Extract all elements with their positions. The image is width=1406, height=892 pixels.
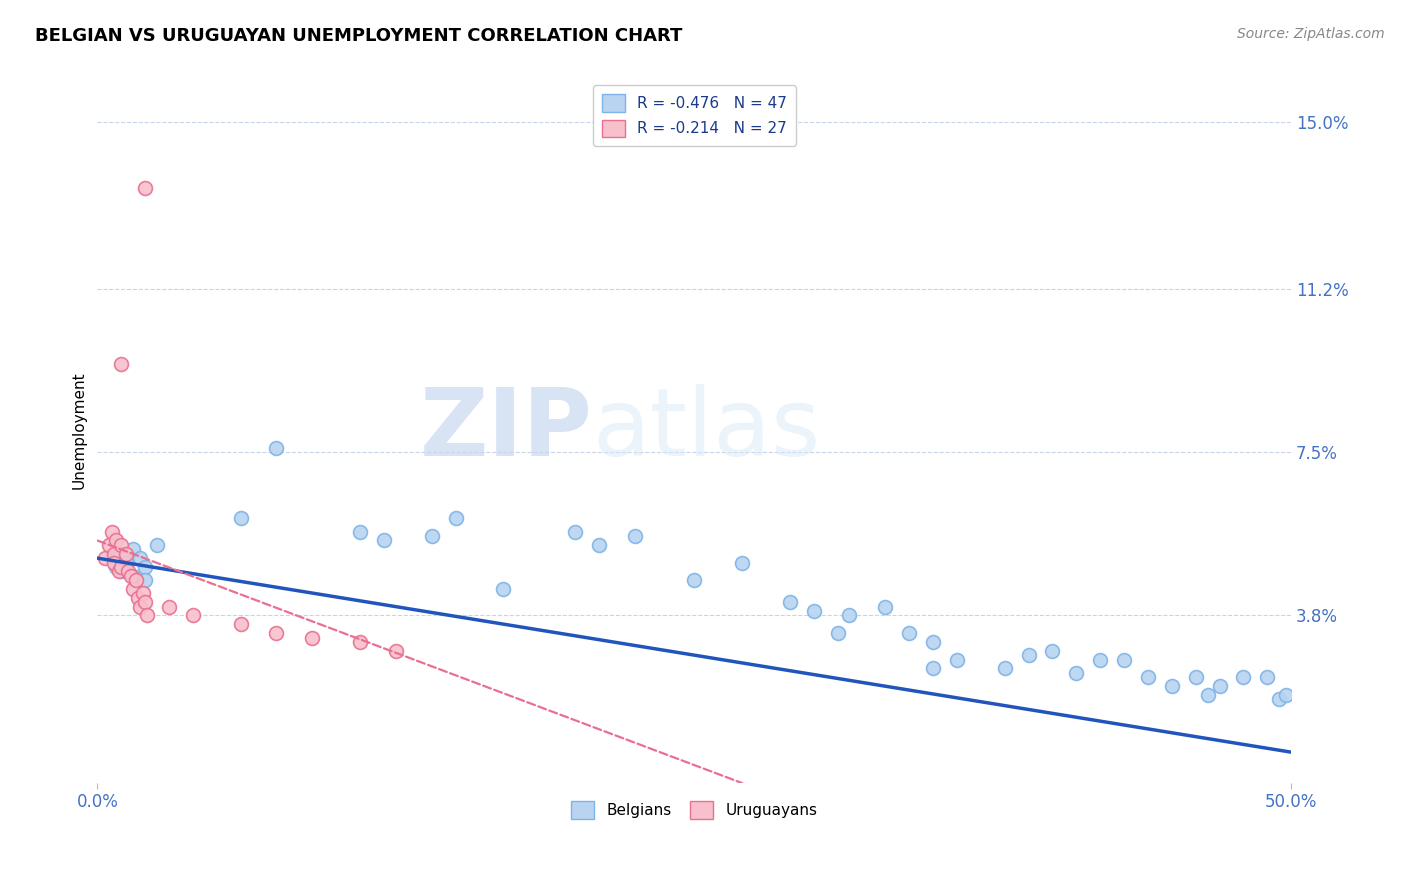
Point [803,604,825,618]
Point [110,538,132,552]
Point [922,661,945,675]
Point [420,529,443,543]
Point [827,626,849,640]
Point [385,644,408,658]
Point [105,560,128,574]
Point [134,573,156,587]
Point [1042,644,1064,658]
Point [779,595,801,609]
Point [146,538,169,552]
Point [110,357,132,371]
Point [129,551,152,566]
Point [124,573,146,587]
Point [564,524,586,539]
Point [1088,652,1111,666]
Point [301,631,323,645]
Point [349,524,371,539]
Point [100,524,122,539]
Point [110,565,132,579]
Point [157,599,180,614]
Point [229,617,252,632]
Point [108,565,131,579]
Point [492,582,515,596]
Point [115,547,138,561]
Point [349,635,371,649]
Point [127,591,149,605]
Text: atlas: atlas [593,384,821,476]
Point [98,538,121,552]
Point [875,599,897,614]
Point [115,556,138,570]
Point [122,568,145,582]
Point [1256,670,1278,684]
Point [1275,688,1298,702]
Point [110,560,132,574]
Point [1184,670,1206,684]
Point [373,533,395,548]
Point [266,441,288,455]
Legend: Belgians, Uruguayans: Belgians, Uruguayans [565,795,824,825]
Point [731,556,754,570]
Point [994,661,1017,675]
Point [588,538,610,552]
Point [120,568,142,582]
Point [266,626,288,640]
Point [103,547,125,561]
Point [1066,665,1088,680]
Point [1197,688,1219,702]
Point [838,608,860,623]
Point [1160,679,1182,693]
Point [122,582,145,596]
Point [229,511,252,525]
Point [898,626,921,640]
Point [1268,692,1291,706]
Point [110,547,132,561]
Point [134,180,156,194]
Point [181,608,204,623]
Point [1208,679,1230,693]
Point [122,542,145,557]
Y-axis label: Unemployment: Unemployment [72,371,86,489]
Point [922,635,945,649]
Point [444,511,467,525]
Point [134,560,156,574]
Point [117,565,139,579]
Point [1232,670,1254,684]
Point [105,551,128,566]
Text: Source: ZipAtlas.com: Source: ZipAtlas.com [1237,27,1385,41]
Text: ZIP: ZIP [420,384,593,476]
Point [1018,648,1040,662]
Point [946,652,969,666]
Point [105,533,128,548]
Point [1136,670,1159,684]
Point [1112,652,1135,666]
Point [132,586,155,600]
Text: BELGIAN VS URUGUAYAN UNEMPLOYMENT CORRELATION CHART: BELGIAN VS URUGUAYAN UNEMPLOYMENT CORREL… [35,27,682,45]
Point [136,608,159,623]
Point [623,529,645,543]
Point [103,556,125,570]
Point [683,573,706,587]
Point [93,551,115,566]
Point [129,599,152,614]
Point [134,595,156,609]
